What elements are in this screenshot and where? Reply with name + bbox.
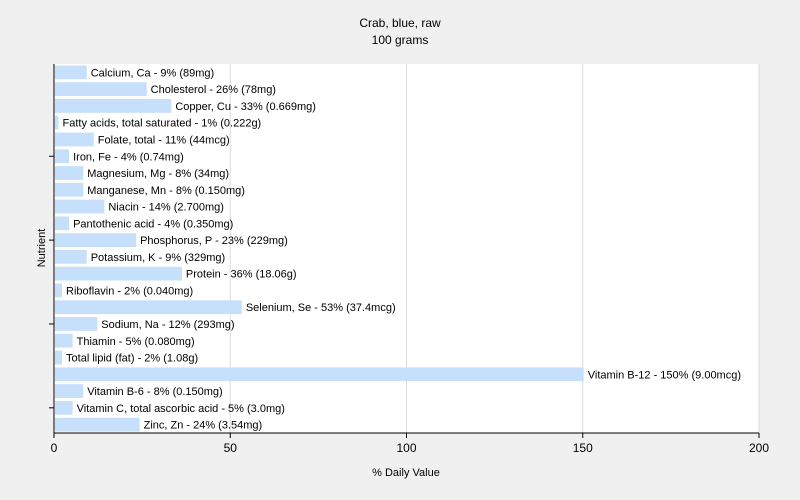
axes (49, 64, 760, 438)
bar (55, 400, 73, 415)
bar-label: Zinc, Zn - 24% (3.54mg) (144, 420, 263, 432)
bar (55, 132, 94, 147)
bar-label: Calcium, Ca - 9% (89mg) (91, 67, 214, 79)
x-axis-title: % Daily Value (372, 467, 440, 479)
bar (55, 182, 84, 197)
bar (55, 82, 147, 97)
bar-label: Protein - 36% (18.06g) (186, 269, 297, 281)
bars: Calcium, Ca - 9% (89mg) Cholesterol - 26%… (55, 65, 741, 432)
bar-label: Total lipid (fat) - 2% (1.08g) (66, 353, 198, 365)
bar-label: Sodium, Na - 12% (293mg) (101, 319, 234, 331)
bar (55, 149, 70, 164)
bar (55, 99, 172, 113)
bar-label: Manganese, Mn - 8% (0.150mg) (87, 185, 245, 197)
bar (55, 333, 73, 348)
bar (55, 283, 63, 298)
bar-label: Folate, total - 11% (44mcg) (98, 134, 230, 146)
chart-title: Crab, blue, raw (359, 16, 441, 30)
bar (55, 65, 87, 80)
bar-label: Riboflavin - 2% (0.040mg) (66, 285, 193, 297)
bar (55, 166, 84, 180)
bar (55, 250, 87, 264)
bar-label: Vitamin C, total ascorbic acid - 5% (3.0… (77, 403, 285, 415)
bar (55, 417, 140, 432)
bar-label: Iron, Fe - 4% (0.74mg) (73, 151, 184, 163)
bar (55, 367, 584, 382)
bar (55, 216, 70, 231)
bar-label: Vitamin B-6 - 8% (0.150mg) (87, 386, 223, 398)
x-tick-label: 150 (573, 441, 593, 455)
bar-label: Copper, Cu - 33% (0.669mg) (175, 101, 316, 113)
bar (55, 115, 59, 130)
bar (55, 350, 63, 365)
bar (55, 233, 137, 247)
bar (55, 384, 84, 398)
x-tick-label: 50 (224, 441, 238, 455)
bar-label: Phosphorus, P - 23% (229mg) (140, 235, 288, 247)
bar (55, 300, 242, 315)
bar-label: Selenium, Se - 53% (37.4mcg) (246, 302, 396, 314)
x-tick-label: 0 (51, 441, 58, 455)
bar-label: Pantothenic acid - 4% (0.350mg) (73, 218, 233, 230)
bar (55, 317, 98, 331)
bar-label: Thiamin - 5% (0.080mg) (77, 336, 195, 348)
chart-subtitle: 100 grams (372, 33, 429, 47)
bar (55, 266, 182, 281)
x-tick-label: 200 (749, 441, 769, 455)
y-axis-title: Nutrient (36, 229, 48, 268)
x-tick-labels: 0 50 100 150 200 (51, 441, 770, 455)
x-tick-label: 100 (396, 441, 416, 455)
bar (55, 199, 105, 214)
bar-label: Niacin - 14% (2.700mg) (108, 202, 224, 214)
bar-label: Magnesium, Mg - 8% (34mg) (87, 168, 229, 180)
bar-label: Cholesterol - 26% (78mg) (151, 84, 276, 96)
bar-label: Potassium, K - 9% (329mg) (91, 252, 226, 264)
bar-label: Fatty acids, total saturated - 1% (0.222… (63, 118, 262, 130)
bar-label: Vitamin B-12 - 150% (9.00mcg) (588, 369, 741, 381)
